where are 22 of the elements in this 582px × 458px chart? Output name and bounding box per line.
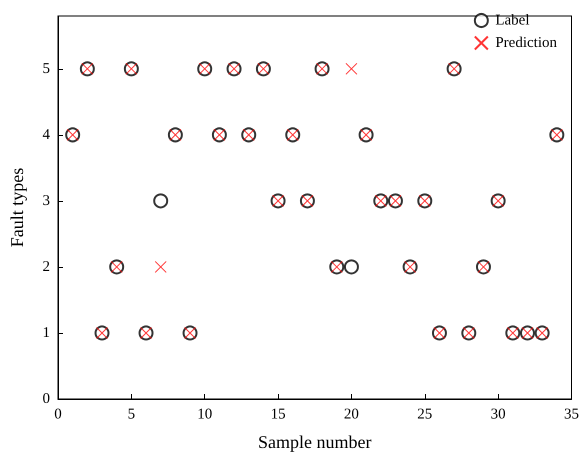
x-tick-label: 0	[54, 406, 62, 422]
y-tick-label: 2	[42, 258, 50, 275]
y-tick-label: 4	[42, 126, 50, 143]
y-axis-title: Fault types	[7, 168, 27, 248]
y-tick-label: 0	[42, 391, 50, 407]
x-tick-label: 35	[564, 406, 579, 422]
x-tick-label: 30	[490, 406, 506, 422]
point	[153, 193, 168, 208]
x-tick-label: 15	[270, 406, 286, 422]
y-tick-label: 5	[42, 60, 50, 77]
x-tick-label: 5	[128, 406, 136, 422]
point	[344, 259, 359, 274]
point	[154, 260, 167, 273]
legend-label: Prediction	[495, 35, 558, 51]
y-tick-label: 1	[42, 324, 50, 341]
x-tick-label: 25	[417, 406, 432, 422]
legend-label: Label	[495, 12, 530, 28]
x-axis-title: Sample number	[258, 432, 372, 452]
x-tick-label: 20	[344, 406, 359, 422]
y-tick-label: 3	[42, 192, 50, 209]
point	[345, 62, 358, 75]
x-tick-label: 10	[197, 406, 212, 422]
